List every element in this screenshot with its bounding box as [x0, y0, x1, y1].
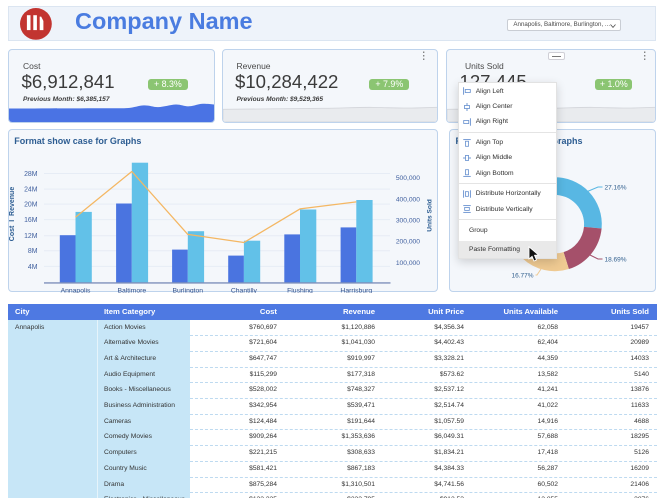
svg-text:Burlington: Burlington: [172, 287, 203, 293]
svg-text:28M: 28M: [24, 170, 38, 177]
svg-text:200,000: 200,000: [396, 238, 420, 245]
svg-text:Harrisburg: Harrisburg: [340, 287, 372, 293]
svg-text:4M: 4M: [28, 263, 38, 270]
svg-text:300,000: 300,000: [396, 217, 420, 224]
svg-text:12M: 12M: [24, 233, 38, 240]
svg-text:Format show case for Graphs: Format show case for Graphs: [14, 135, 141, 145]
svg-text:Annapolis: Annapolis: [61, 287, 91, 293]
svg-text:20M: 20M: [24, 201, 38, 208]
svg-text:Units Sold: Units Sold: [427, 199, 434, 232]
svg-text:Baltimore: Baltimore: [117, 287, 146, 293]
svg-text:100,000: 100,000: [396, 260, 420, 267]
svg-text:500,000: 500,000: [396, 174, 420, 181]
svg-text:18.69%: 18.69%: [605, 256, 627, 263]
svg-text:16M: 16M: [24, 217, 38, 224]
svg-text:400,000: 400,000: [396, 196, 420, 203]
svg-text:Flushing: Flushing: [287, 287, 313, 293]
svg-text:24M: 24M: [24, 186, 38, 193]
svg-text:8M: 8M: [28, 248, 38, 255]
svg-text:Chantilly: Chantilly: [231, 287, 258, 293]
svg-text:27.16%: 27.16%: [605, 184, 627, 191]
svg-text:16.77%: 16.77%: [511, 272, 533, 279]
svg-text:Cost I Revenue: Cost I Revenue: [9, 186, 16, 241]
